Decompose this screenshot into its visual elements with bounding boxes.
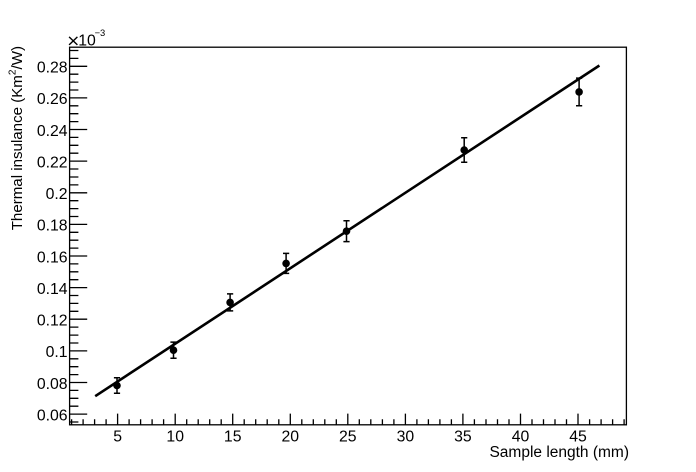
svg-text:Thermal insulance (Km2/W): Thermal insulance (Km2/W) xyxy=(8,46,26,230)
svg-text:0.14: 0.14 xyxy=(37,281,68,298)
svg-text:40: 40 xyxy=(512,428,530,445)
svg-text:10−3: 10−3 xyxy=(78,27,105,50)
svg-text:0.22: 0.22 xyxy=(37,154,68,171)
svg-text:0.06: 0.06 xyxy=(37,407,68,424)
svg-text:0.1: 0.1 xyxy=(46,344,68,361)
svg-text:0.12: 0.12 xyxy=(37,313,68,330)
svg-text:0.2: 0.2 xyxy=(46,186,68,203)
svg-text:0.24: 0.24 xyxy=(37,123,68,140)
svg-text:0.18: 0.18 xyxy=(37,218,68,235)
svg-text:15: 15 xyxy=(224,428,242,445)
svg-text:0.28: 0.28 xyxy=(37,60,68,77)
svg-text:20: 20 xyxy=(282,428,300,445)
svg-text:0.08: 0.08 xyxy=(37,376,68,393)
svg-text:45: 45 xyxy=(569,428,587,445)
svg-text:0.26: 0.26 xyxy=(37,91,68,108)
svg-text:30: 30 xyxy=(397,428,415,445)
svg-text:5: 5 xyxy=(113,428,122,445)
svg-text:0.16: 0.16 xyxy=(37,249,68,266)
svg-text:35: 35 xyxy=(454,428,472,445)
svg-text:25: 25 xyxy=(339,428,357,445)
svg-text:10: 10 xyxy=(166,428,184,445)
svg-text:Sample length (mm): Sample length (mm) xyxy=(489,444,629,461)
